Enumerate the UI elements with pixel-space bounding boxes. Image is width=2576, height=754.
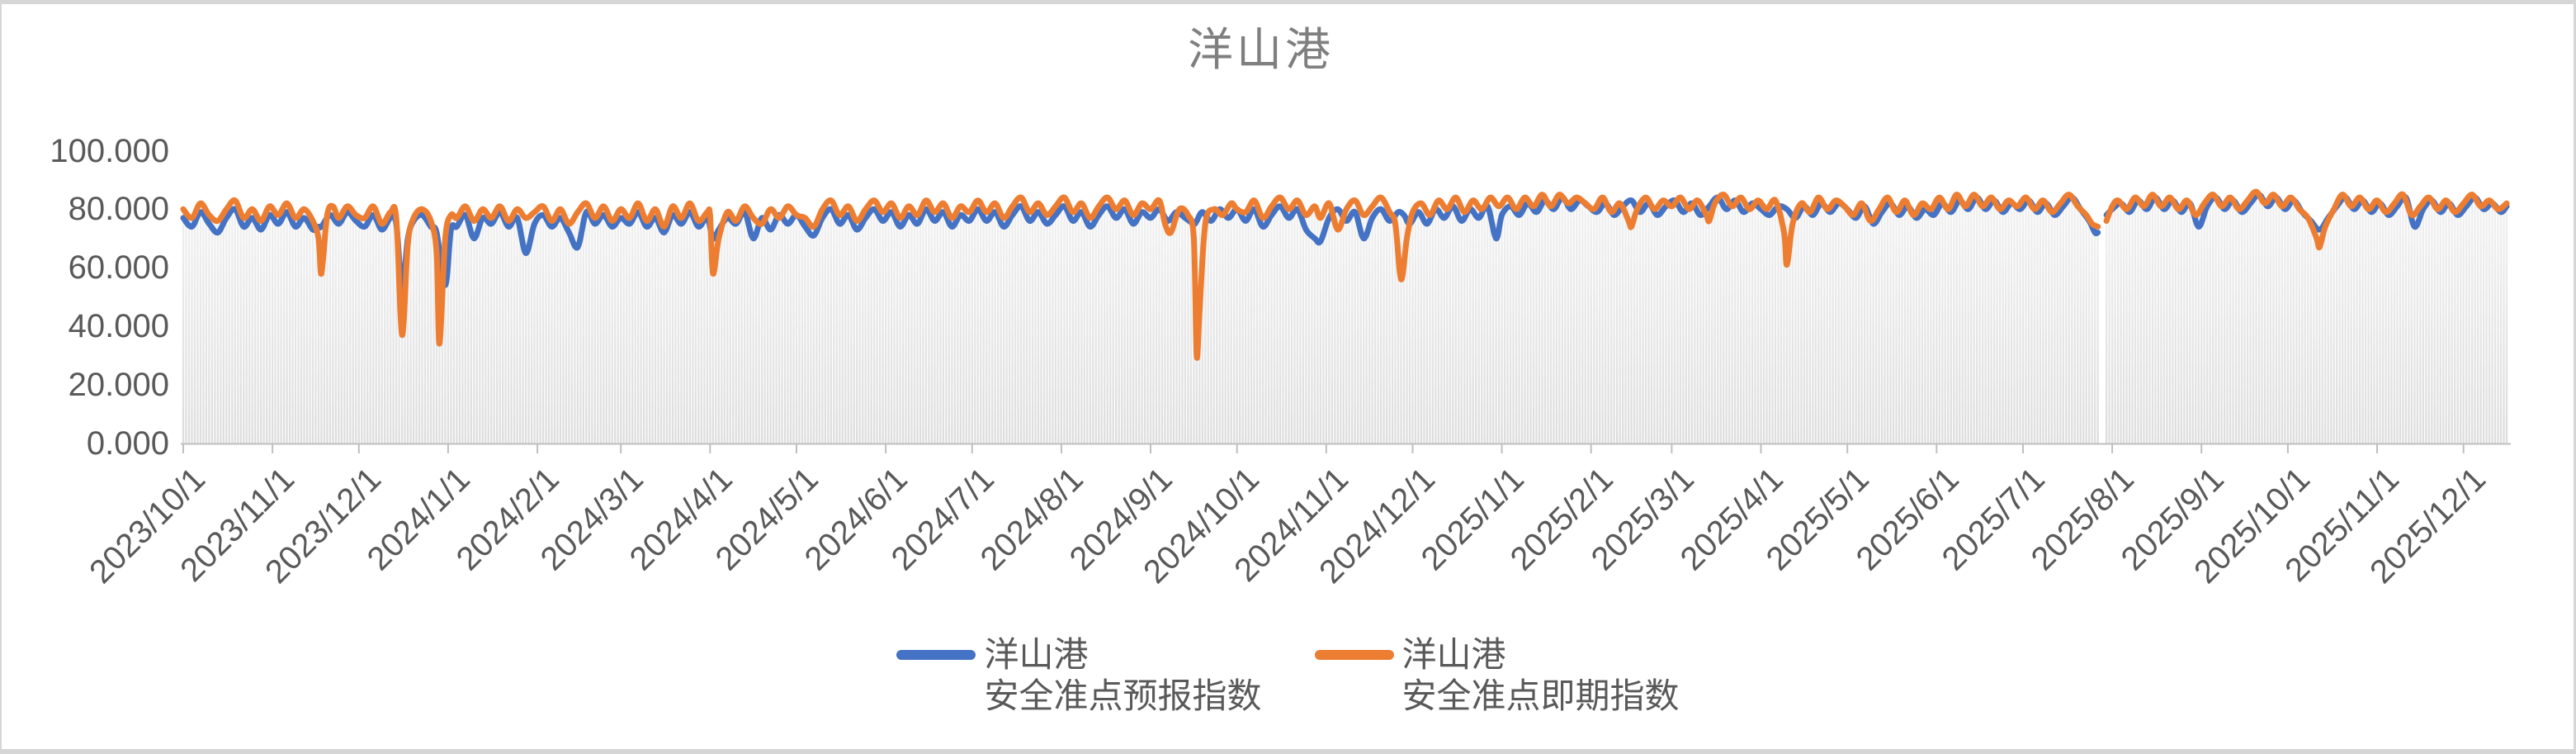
legend-item-forecast[interactable]: 洋山港 安全准点预报指数	[896, 634, 1262, 717]
legend-item-spot[interactable]: 洋山港 安全准点即期指数	[1314, 634, 1680, 717]
y-axis-label: 80.000	[68, 191, 169, 228]
y-axis-label: 0.000	[86, 424, 169, 462]
series-line-spot[interactable]	[180, 188, 2510, 361]
y-axis-label: 60.000	[68, 249, 169, 287]
x-axis-line	[181, 443, 2511, 453]
spot-line-swatch-icon	[1314, 650, 1394, 660]
y-axis-label: 100.000	[50, 132, 169, 169]
legend: 洋山港 安全准点预报指数 洋山港 安全准点即期指数	[0, 634, 2576, 717]
legend-label-forecast: 洋山港 安全准点预报指数	[984, 635, 1262, 715]
legend-label-spot: 洋山港 安全准点即期指数	[1401, 635, 1680, 715]
y-axis-label: 20.000	[68, 366, 169, 403]
chart-title: 洋山港	[1187, 24, 1334, 75]
forecast-line-swatch-icon	[896, 650, 976, 660]
y-axis-label: 40.000	[68, 307, 169, 344]
